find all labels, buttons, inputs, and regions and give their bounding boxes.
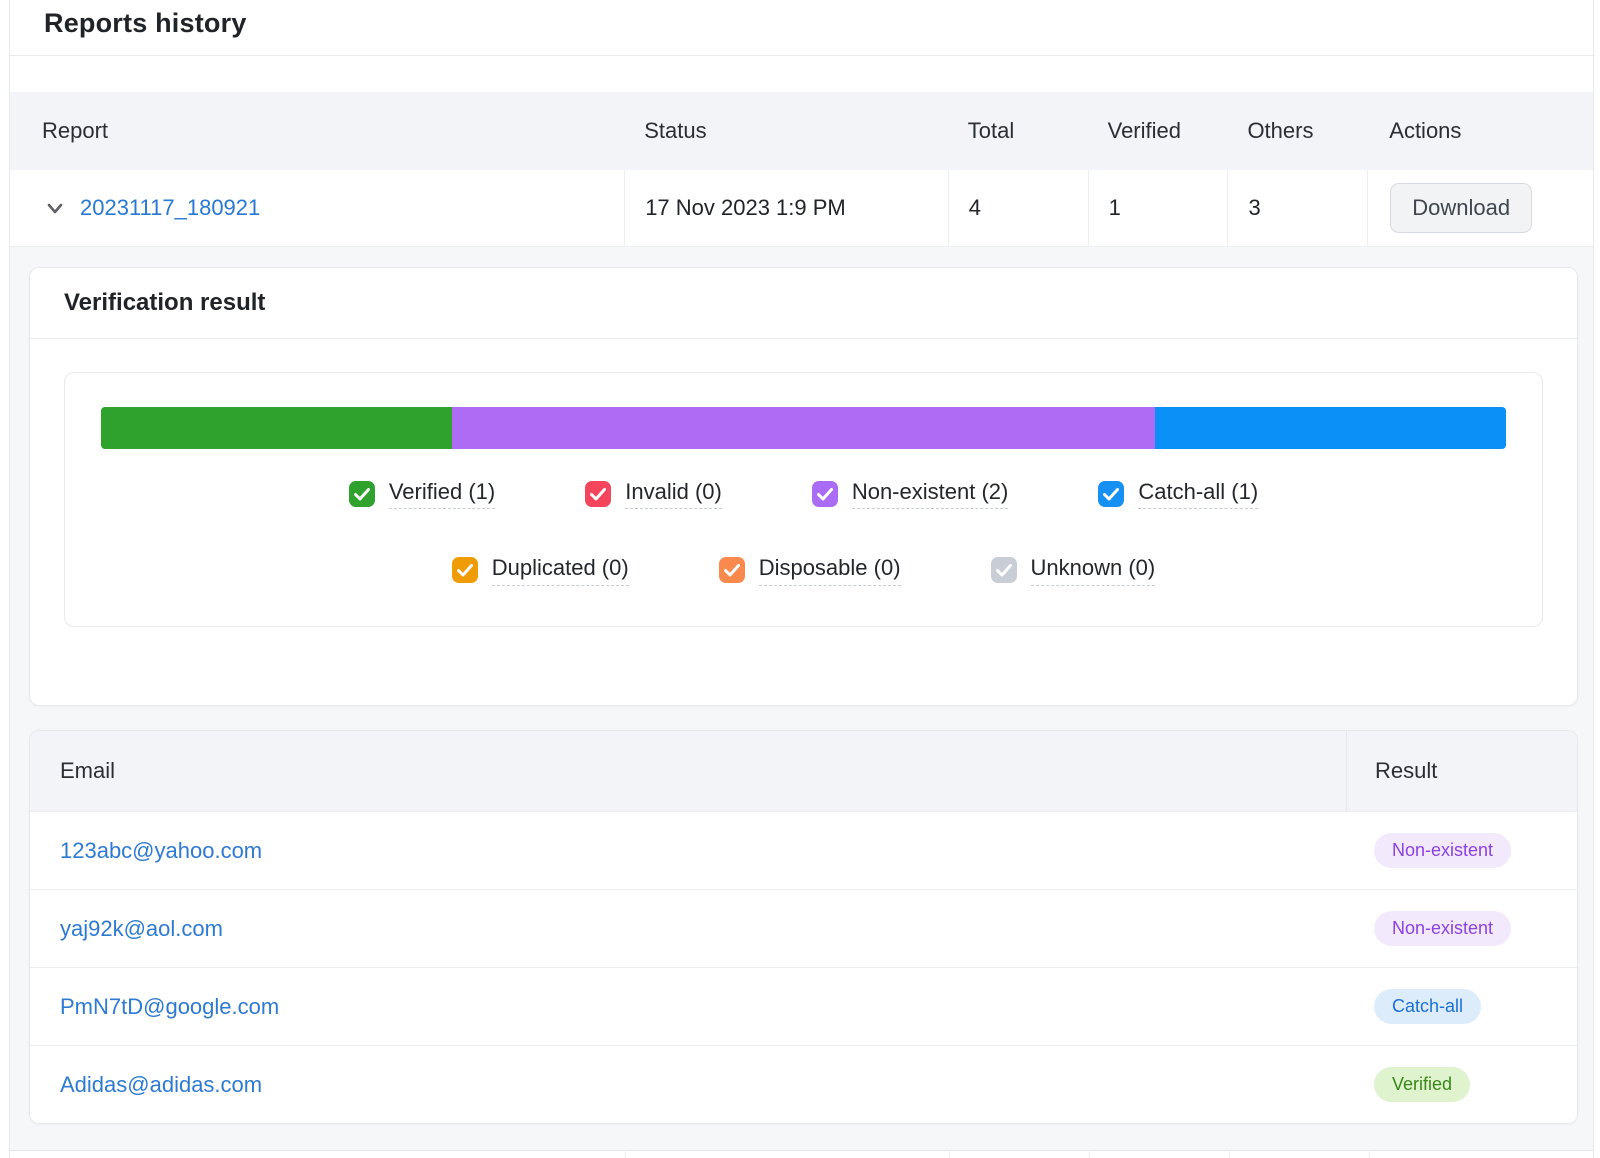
legend-label-verified[interactable]: Verified (1) <box>388 479 496 510</box>
legend-item-nonexistent[interactable]: Non-existent (2) <box>811 479 1009 510</box>
email-link[interactable]: PmN7tD@google.com <box>60 993 280 1019</box>
checkbox-invalid-checked[interactable] <box>585 481 612 508</box>
report-name-link[interactable]: 20231117_180921 <box>80 195 261 220</box>
column-header-others: Others <box>1247 118 1314 143</box>
column-header-total: Total <box>967 118 1015 143</box>
legend-item-verified[interactable]: Verified (1) <box>348 479 496 510</box>
legend-item-disposable[interactable]: Disposable (0) <box>718 555 901 586</box>
bar-segment-catch-all <box>1154 407 1506 449</box>
result-badge-verified: Verified <box>1374 1067 1471 1102</box>
result-badge-nonexistent: Non-existent <box>1374 833 1512 868</box>
legend-item-invalid[interactable]: Invalid (0) <box>585 479 722 510</box>
reports-table-header: Report Status Total Verified Others Acti… <box>10 92 1593 170</box>
column-header-actions: Actions <box>1389 118 1462 143</box>
page-title: Reports history <box>44 8 247 38</box>
result-badge-catchall: Catch-all <box>1374 989 1482 1024</box>
email-table-header: Email Result <box>30 731 1577 811</box>
legend-item-unknown[interactable]: Unknown (0) <box>990 555 1156 586</box>
column-header-status: Status <box>644 118 707 143</box>
checkbox-duplicated-checked[interactable] <box>451 557 478 584</box>
verification-card-body: Verified (1) Invalid (0) Non-existent (2) C… <box>30 339 1577 705</box>
legend-label-disposable[interactable]: Disposable (0) <box>758 555 901 586</box>
verification-card-title: Verification result <box>64 289 266 316</box>
legend-label-nonexistent[interactable]: Non-existent (2) <box>851 479 1009 510</box>
bar-segment-verified <box>101 407 453 449</box>
column-header-report: Report <box>42 118 109 143</box>
verification-card-header: Verification result <box>30 268 1577 339</box>
chevron-down-icon[interactable] <box>44 197 66 219</box>
email-table-row: yaj92k@aol.com Non-existent <box>30 889 1577 967</box>
verification-chart-box: Verified (1) Invalid (0) Non-existent (2) C… <box>64 372 1543 627</box>
email-table-row: 123abc@yahoo.com Non-existent <box>30 811 1577 889</box>
checkbox-verified-checked[interactable] <box>348 481 375 508</box>
email-table-row: PmN7tD@google.com Catch-all <box>30 967 1577 1045</box>
report-others: 3 <box>1227 170 1367 246</box>
report-row: 20231117_180921 17 Nov 2023 1:9 PM 4 1 3… <box>10 170 1593 247</box>
report-verified: 1 <box>1087 170 1228 246</box>
checkbox-catchall-checked[interactable] <box>1098 481 1125 508</box>
checkbox-unknown-checked[interactable] <box>990 557 1017 584</box>
download-button[interactable]: Download <box>1390 183 1533 233</box>
legend-label-invalid[interactable]: Invalid (0) <box>625 479 722 510</box>
spacer <box>10 56 1593 92</box>
report-total: 4 <box>947 170 1088 246</box>
legend-item-duplicated[interactable]: Duplicated (0) <box>451 555 629 586</box>
verification-stacked-bar <box>101 407 1506 449</box>
expanded-report-detail: Verification result Verified (1) Invalid … <box>10 247 1593 1150</box>
next-report-row-partial <box>10 1150 1593 1158</box>
column-header-email: Email <box>60 758 116 783</box>
email-table-body: 123abc@yahoo.com Non-existent yaj92k@aol.c… <box>30 811 1577 1123</box>
email-results-card: Email Result 123abc@yahoo.com Non-existen… <box>29 730 1578 1124</box>
verification-result-card: Verification result Verified (1) Invalid … <box>29 267 1578 706</box>
email-link[interactable]: 123abc@yahoo.com <box>60 837 263 863</box>
report-status: 17 Nov 2023 1:9 PM <box>624 170 948 246</box>
reports-panel: Reports history Report Status Total Veri… <box>9 0 1594 1158</box>
legend-item-catchall[interactable]: Catch-all (1) <box>1098 479 1259 510</box>
email-link[interactable]: Adidas@adidas.com <box>60 1071 263 1097</box>
legend-label-unknown[interactable]: Unknown (0) <box>1030 555 1156 586</box>
legend-label-duplicated[interactable]: Duplicated (0) <box>491 555 629 586</box>
column-header-verified: Verified <box>1107 118 1181 143</box>
bar-segment-non-existent <box>452 407 1155 449</box>
email-table-row: Adidas@adidas.com Verified <box>30 1045 1577 1123</box>
title-bar: Reports history <box>10 0 1593 56</box>
email-link[interactable]: yaj92k@aol.com <box>60 915 223 941</box>
checkbox-disposable-checked[interactable] <box>718 557 745 584</box>
result-badge-nonexistent: Non-existent <box>1374 911 1512 946</box>
verification-legend: Verified (1) Invalid (0) Non-existent (2) C… <box>101 479 1506 586</box>
legend-label-catchall[interactable]: Catch-all (1) <box>1138 479 1259 510</box>
column-header-result: Result <box>1346 731 1577 811</box>
checkbox-nonexistent-checked[interactable] <box>811 481 838 508</box>
